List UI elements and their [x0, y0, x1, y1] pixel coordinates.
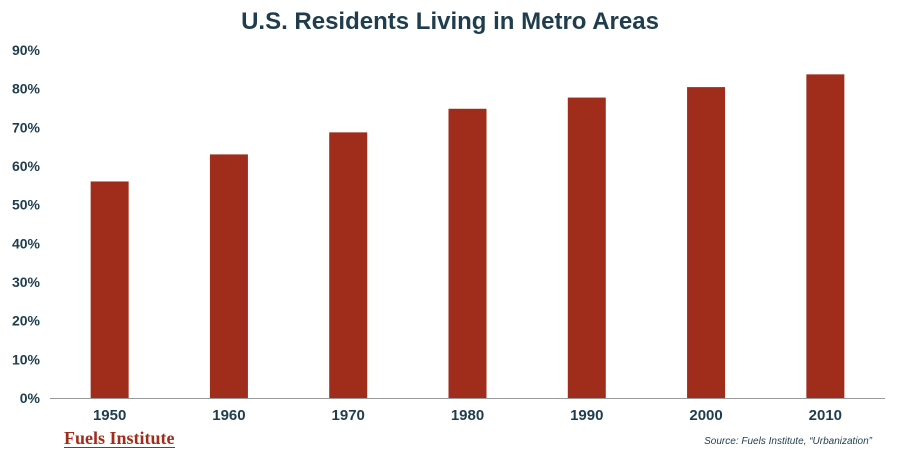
x-tick-label: 2000 [689, 407, 722, 424]
source-note: Source: Fuels Institute, “Urbanization” [704, 436, 872, 447]
y-tick-label: 90% [12, 42, 41, 58]
bars-group [90, 74, 845, 399]
x-tick-label: 1950 [93, 407, 126, 424]
bar-1950 [90, 181, 129, 398]
y-tick-label: 30% [12, 274, 41, 290]
bar-1990 [567, 97, 606, 398]
fuels-institute-logo: Fuels Institute [64, 428, 175, 448]
y-tick-label: 0% [20, 390, 41, 406]
x-tick-label: 1960 [212, 407, 245, 424]
y-tick-label: 70% [12, 119, 41, 135]
x-axis: 1950 1960 1970 1980 1990 2000 2010 [93, 407, 842, 424]
y-tick-label: 40% [12, 235, 41, 251]
bar-2000 [687, 87, 726, 399]
bar-2010 [806, 74, 845, 399]
y-tick-label: 80% [12, 81, 41, 97]
y-tick-label: 60% [12, 158, 41, 174]
x-tick-label: 1980 [451, 407, 484, 424]
x-tick-label: 2010 [809, 407, 842, 424]
bar-1980 [448, 108, 487, 399]
chart-title: U.S. Residents Living in Metro Areas [241, 8, 659, 35]
y-axis: 0% 10% 20% 30% 40% 50% 60% 70% 80% 90% [12, 42, 41, 406]
y-tick-label: 50% [12, 197, 41, 213]
bar-1970 [329, 132, 368, 399]
x-tick-label: 1970 [332, 407, 365, 424]
x-tick-label: 1990 [570, 407, 603, 424]
bar-1960 [209, 154, 248, 398]
y-tick-label: 10% [12, 351, 41, 367]
y-tick-label: 20% [12, 313, 41, 329]
